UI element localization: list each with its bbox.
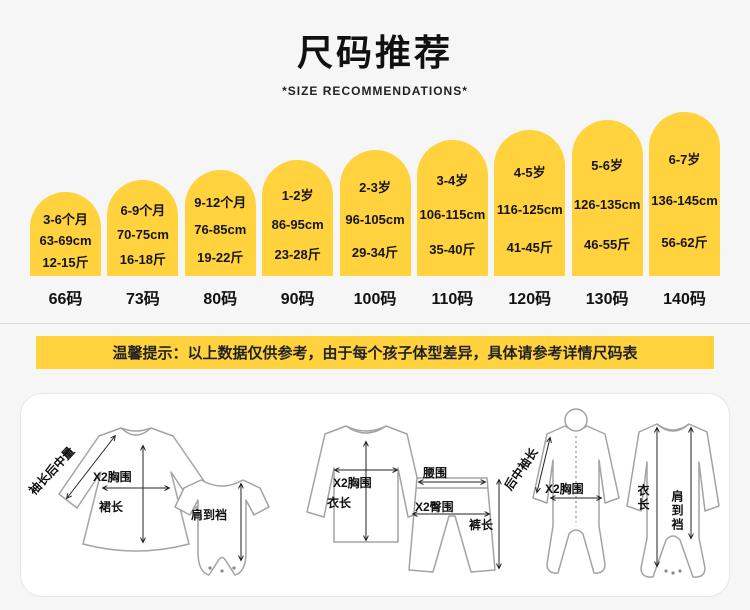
size-column: 2-3岁 96-105cm 29-34斤 100码	[339, 150, 411, 309]
shirt-collar	[345, 425, 387, 432]
measure-label-pants-hip: X2臀围	[415, 500, 454, 514]
divider	[0, 323, 750, 324]
age-label: 3-4岁	[436, 172, 469, 188]
size-code: 90码	[280, 291, 315, 308]
page-subtitle: *SIZE RECOMMENDATIONS*	[282, 84, 468, 98]
measurement-diagram-card: 袖长后中量 X2胸围 裙长 肩到裆 X2胸围 衣长 腰围 X2臀围 裤长 后中袖…	[20, 393, 730, 597]
size-code: 73码	[125, 291, 160, 308]
romper-back-collar	[656, 423, 690, 432]
size-arch: 6-9个月 70-75cm 16-18斤	[107, 180, 179, 276]
size-column: 4-5岁 116-125cm 41-45斤 120码	[494, 130, 566, 309]
size-recommendation-infographic: 尺码推荐 *SIZE RECOMMENDATIONS* 3-6个月 63-69c…	[0, 32, 750, 597]
age-label: 2-3岁	[359, 180, 391, 196]
size-column: 5-6岁 126-135cm 46-55斤 130码	[571, 120, 643, 309]
size-column: 9-12个月 76-85cm 19-22斤 80码	[184, 170, 256, 309]
size-column: 1-2岁 86-95cm 23-28斤 90码	[262, 160, 334, 309]
size-arch: 3-6个月 63-69cm 12-15斤	[30, 192, 101, 276]
measure-label-bodysuit-shoulder-to-crotch: 肩到裆	[191, 508, 228, 522]
measure-label-pants-length: 裤长	[469, 518, 494, 532]
weight-label: 56-62斤	[661, 235, 708, 251]
size-column: 6-7岁 136-145cm 56-62斤 140码	[649, 112, 720, 309]
romper-front-collar	[564, 408, 588, 432]
measurement-arrows	[67, 428, 691, 568]
size-arch: 6-7岁 136-145cm 56-62斤	[649, 112, 720, 276]
weight-label: 16-18斤	[119, 252, 166, 268]
size-arch: 2-3岁 96-105cm 29-34斤	[339, 150, 411, 276]
size-code: 110码	[431, 291, 474, 308]
height-label: 76-85cm	[194, 221, 247, 237]
measure-label-romper-length: 衣长	[636, 484, 650, 512]
size-column: 6-9个月 70-75cm 16-18斤 73码	[107, 180, 179, 309]
notice-banner: 温馨提示：以上数据仅供参考，由于每个孩子体型差异，具体请参考详情尺码表	[36, 336, 714, 369]
weight-label: 46-55斤	[584, 237, 631, 253]
size-arch: 3-4岁 106-115cm 35-40斤	[416, 140, 488, 276]
measure-label-dress-chest: X2胸围	[93, 470, 132, 484]
age-label: 6-9个月	[120, 202, 166, 218]
weight-label: 19-22斤	[197, 249, 244, 265]
height-label: 126-135cm	[573, 196, 641, 212]
weight-label: 12-15斤	[42, 255, 89, 271]
size-arch: 9-12个月 76-85cm 19-22斤	[184, 170, 256, 276]
height-label: 86-95cm	[271, 216, 324, 232]
age-label: 9-12个月	[194, 195, 247, 211]
size-arch: 5-6岁 126-135cm 46-55斤	[571, 120, 643, 276]
size-code: 80码	[203, 291, 238, 308]
size-arch: 1-2岁 86-95cm 23-28斤	[262, 160, 334, 276]
size-code: 130码	[585, 291, 629, 308]
size-code: 120码	[508, 291, 552, 308]
measure-label-romper-shoulder-to-crotch: 肩到裆	[670, 490, 684, 532]
measure-label-shirt-length: 衣长	[327, 496, 352, 510]
height-label: 96-105cm	[345, 211, 405, 227]
size-column: 3-4岁 106-115cm 35-40斤 110码	[416, 140, 488, 309]
size-column: 3-6个月 63-69cm 12-15斤 66码	[30, 192, 101, 309]
height-label: 70-75cm	[116, 226, 169, 242]
size-code: 66码	[48, 291, 83, 308]
weight-label: 23-28斤	[274, 247, 321, 263]
weight-label: 35-40斤	[429, 242, 476, 258]
height-label: 63-69cm	[39, 232, 92, 248]
height-label: 116-125cm	[496, 201, 563, 217]
weight-label: 41-45斤	[506, 239, 553, 255]
measure-label-romper-chest: X2胸围	[545, 482, 584, 496]
bodysuit-snaps	[208, 566, 236, 573]
measure-label-pants-waist: 腰围	[423, 466, 448, 480]
weight-label: 29-34斤	[351, 244, 399, 260]
measure-label-dress-length: 裙长	[99, 500, 124, 514]
measure-label-shirt-chest: X2胸围	[333, 476, 372, 490]
age-label: 4-5岁	[513, 165, 546, 181]
age-label: 5-6岁	[591, 157, 624, 173]
size-code: 140码	[663, 291, 706, 308]
height-label: 106-115cm	[419, 206, 486, 222]
garment-line-art	[58, 408, 720, 578]
romper-back-snaps	[664, 569, 682, 575]
size-code: 100码	[353, 291, 397, 308]
size-columns-row: 3-6个月 63-69cm 12-15斤 66码 6-9个月 70-75cm 1…	[0, 112, 750, 309]
age-label: 6-7岁	[668, 151, 701, 167]
size-arch: 4-5岁 116-125cm 41-45斤	[494, 130, 566, 276]
romper-front-outline	[532, 425, 620, 574]
height-label: 136-145cm	[651, 192, 718, 208]
page-title: 尺码推荐	[296, 32, 453, 73]
bodysuit-outline	[174, 479, 270, 576]
age-label: 3-6个月	[43, 211, 88, 227]
dress-collar	[120, 427, 152, 432]
age-label: 1-2岁	[281, 187, 314, 203]
